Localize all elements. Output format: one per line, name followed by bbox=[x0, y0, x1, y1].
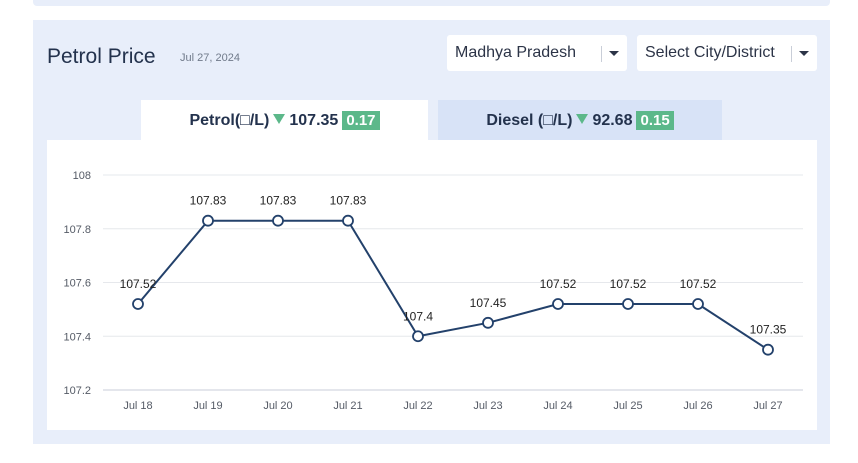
data-label: 107.4 bbox=[403, 309, 433, 323]
city-select-value: Select City/District bbox=[645, 44, 775, 61]
tab-petrol-price: 107.35 bbox=[289, 112, 339, 129]
petrol-price-card: Petrol Price Jul 27, 2024 Madhya Pradesh… bbox=[33, 20, 830, 444]
price-line-chart: 107.2 107.4 107.6 107.8 108 Jul 18 Jul 19 Jul 2… bbox=[63, 170, 803, 412]
price-date: Jul 27, 2024 bbox=[180, 52, 240, 64]
data-point bbox=[272, 214, 284, 227]
x-tick-label: Jul 25 bbox=[613, 400, 642, 412]
x-tick-label: Jul 23 bbox=[473, 400, 502, 412]
x-tick-label: Jul 26 bbox=[683, 400, 712, 412]
data-point bbox=[692, 298, 704, 310]
tab-petrol-label: Petrol(□/L) bbox=[189, 112, 270, 129]
y-tick-label: 107.6 bbox=[63, 278, 91, 290]
select-separator bbox=[601, 46, 602, 62]
y-tick-label: 108 bbox=[73, 170, 91, 182]
x-tick-label: Jul 27 bbox=[753, 400, 782, 412]
page-title: Petrol Price bbox=[47, 45, 156, 68]
data-point bbox=[762, 343, 774, 356]
y-tick-label: 107.8 bbox=[63, 224, 91, 236]
data-label: 107.52 bbox=[610, 277, 647, 291]
city-select[interactable]: Select City/District bbox=[637, 35, 817, 71]
x-tick-label: Jul 21 bbox=[333, 400, 362, 412]
data-point bbox=[622, 298, 634, 310]
down-triangle-icon bbox=[273, 114, 286, 124]
tab-diesel-price: 92.68 bbox=[592, 112, 633, 129]
tab-diesel-change-badge: 0.15 bbox=[636, 111, 674, 130]
data-point bbox=[482, 316, 494, 329]
data-point bbox=[552, 298, 564, 310]
data-label: 107.83 bbox=[330, 194, 367, 208]
state-select-value: Madhya Pradesh bbox=[455, 44, 576, 61]
top-strip bbox=[33, 0, 830, 6]
tab-diesel-label: Diesel (□/L) bbox=[486, 112, 573, 129]
series-line bbox=[137, 219, 769, 351]
x-tick-label: Jul 22 bbox=[403, 400, 432, 412]
y-tick-label: 107.2 bbox=[63, 385, 91, 397]
data-label: 107.52 bbox=[680, 277, 717, 291]
data-point bbox=[412, 330, 424, 343]
chevron-down-icon[interactable] bbox=[799, 51, 809, 56]
select-separator bbox=[791, 46, 792, 62]
data-label: 107.83 bbox=[190, 194, 227, 208]
tab-petrol-change-badge: 0.17 bbox=[342, 111, 380, 130]
tab-diesel[interactable]: Diesel (□/L) 92.68 0.15 bbox=[438, 100, 722, 140]
data-label: 107.35 bbox=[750, 323, 787, 337]
data-point bbox=[132, 298, 144, 310]
data-label: 107.52 bbox=[540, 277, 577, 291]
data-label: 107.45 bbox=[470, 296, 507, 310]
data-label: 107.52 bbox=[120, 277, 157, 291]
y-tick-label: 107.4 bbox=[63, 331, 91, 343]
chevron-down-icon[interactable] bbox=[609, 51, 619, 56]
tab-petrol[interactable]: Petrol(□/L) 107.35 0.17 bbox=[141, 100, 428, 140]
x-tick-label: Jul 24 bbox=[543, 400, 572, 412]
state-select[interactable]: Madhya Pradesh bbox=[447, 35, 627, 71]
x-tick-label: Jul 19 bbox=[193, 400, 222, 412]
x-tick-label: Jul 20 bbox=[263, 400, 292, 412]
price-chart: 107.2 107.4 107.6 107.8 108 Jul 18 Jul 19 Jul 2… bbox=[47, 140, 817, 430]
data-label: 107.83 bbox=[260, 194, 297, 208]
data-point bbox=[202, 214, 214, 227]
down-triangle-icon bbox=[576, 114, 589, 124]
data-point bbox=[342, 214, 354, 227]
x-tick-label: Jul 18 bbox=[123, 400, 152, 412]
